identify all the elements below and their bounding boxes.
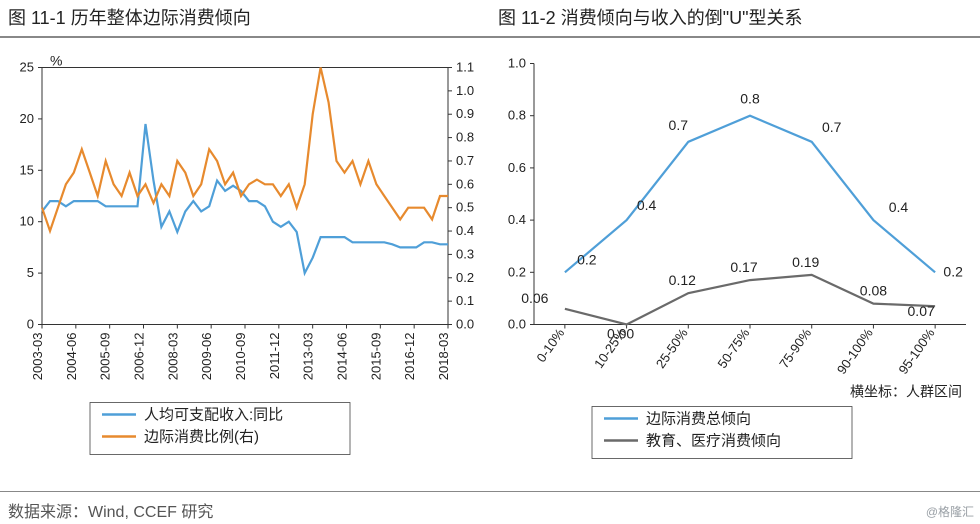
svg-text:1.0: 1.0 <box>508 56 526 71</box>
right-chart: 0.00.20.40.60.81.00-10%10-25%25-50%50-75… <box>490 37 980 491</box>
svg-text:0-10%: 0-10% <box>533 325 567 365</box>
svg-text:横坐标：人群区间: 横坐标：人群区间 <box>850 384 962 400</box>
svg-text:边际消费比例(右): 边际消费比例(右) <box>144 429 259 446</box>
svg-text:2010-09: 2010-09 <box>233 333 248 381</box>
left-panel: 图 11-1 历年整体边际消费倾向 0 5 10 15 20 25 0.0 0.1 0.2 0.3… <box>0 0 490 491</box>
svg-text:2008-03: 2008-03 <box>165 333 180 381</box>
svg-text:2006-12: 2006-12 <box>132 333 147 381</box>
svg-text:0.06: 0.06 <box>521 290 548 306</box>
right-plot: 0.00.20.40.60.81.00-10%10-25%25-50%50-75… <box>490 38 980 491</box>
svg-text:0.0: 0.0 <box>456 317 474 332</box>
svg-text:50-75%: 50-75% <box>714 325 752 371</box>
svg-text:边际消费总倾向: 边际消费总倾向 <box>646 411 751 428</box>
svg-text:0.19: 0.19 <box>792 254 819 270</box>
svg-text:2009-06: 2009-06 <box>199 333 214 381</box>
svg-text:0.4: 0.4 <box>456 223 474 238</box>
svg-text:0.7: 0.7 <box>456 153 474 168</box>
svg-text:人均可支配收入:同比: 人均可支配收入:同比 <box>144 407 283 424</box>
svg-text:0.2: 0.2 <box>508 264 526 279</box>
svg-text:2016-12: 2016-12 <box>402 333 417 381</box>
svg-text:25-50%: 25-50% <box>653 325 691 371</box>
svg-text:0.1: 0.1 <box>456 293 474 308</box>
svg-text:0.6: 0.6 <box>508 160 526 175</box>
svg-text:2005-09: 2005-09 <box>98 333 113 381</box>
svg-text:5: 5 <box>27 265 34 280</box>
svg-text:95-100%: 95-100% <box>895 325 937 377</box>
right-title: 图 11-2 消费倾向与收入的倒"U"型关系 <box>490 0 980 37</box>
svg-text:0.2: 0.2 <box>456 270 474 285</box>
svg-text:0: 0 <box>27 317 34 332</box>
source-footer: 数据来源：Wind, CCEF 研究 <box>0 491 980 524</box>
svg-text:2003-03: 2003-03 <box>30 333 45 381</box>
svg-text:20: 20 <box>20 111 34 126</box>
svg-text:0.7: 0.7 <box>822 119 842 135</box>
watermark: @格隆汇 <box>926 503 974 520</box>
svg-text:0.4: 0.4 <box>637 197 657 213</box>
right-panel: 图 11-2 消费倾向与收入的倒"U"型关系 0.0 0.2 0.4 0.6 0.8 1.… <box>490 0 980 491</box>
svg-text:教育、医疗消费倾向: 教育、医疗消费倾向 <box>646 433 781 450</box>
svg-text:0.8: 0.8 <box>740 91 760 107</box>
left-plot: 0 5 10 15 20 25 0.0 0.1 0.2 0.3 0.4 0.5 0.6 0.7 0.8 0.9… <box>0 38 490 491</box>
svg-text:1.0: 1.0 <box>456 83 474 98</box>
left-chart: 0 5 10 15 20 25 0.0 0.1 0.2 0.3 0.4 0.5 0.6 0.7 0.8 0.9… <box>0 37 490 491</box>
left-title: 图 11-1 历年整体边际消费倾向 <box>0 0 490 37</box>
svg-text:2015-09: 2015-09 <box>368 333 383 381</box>
svg-text:0.07: 0.07 <box>908 303 935 319</box>
svg-text:0.0: 0.0 <box>508 317 526 332</box>
svg-text:0.4: 0.4 <box>889 199 909 215</box>
svg-text:0.4: 0.4 <box>508 212 526 227</box>
svg-text:0.00: 0.00 <box>607 326 634 342</box>
svg-text:75-90%: 75-90% <box>776 325 814 371</box>
svg-text:0.2: 0.2 <box>577 251 597 267</box>
svg-text:2011-12: 2011-12 <box>267 333 282 380</box>
svg-text:0.17: 0.17 <box>730 259 757 275</box>
svg-text:%: % <box>50 53 62 69</box>
svg-text:2013-03: 2013-03 <box>301 333 316 381</box>
svg-text:0.2: 0.2 <box>943 263 963 279</box>
svg-text:0.12: 0.12 <box>669 272 696 288</box>
svg-text:0.7: 0.7 <box>669 117 689 133</box>
svg-text:0.8: 0.8 <box>456 130 474 145</box>
svg-text:2004-06: 2004-06 <box>64 333 79 381</box>
svg-text:0.08: 0.08 <box>860 283 887 299</box>
svg-text:0.8: 0.8 <box>508 108 526 123</box>
svg-text:90-100%: 90-100% <box>834 325 876 377</box>
svg-text:10: 10 <box>20 214 34 229</box>
svg-text:25: 25 <box>20 60 34 75</box>
svg-text:15: 15 <box>20 162 34 177</box>
svg-text:0.5: 0.5 <box>456 200 474 215</box>
svg-text:2014-06: 2014-06 <box>335 333 350 381</box>
svg-text:0.6: 0.6 <box>456 176 474 191</box>
svg-text:2018-03: 2018-03 <box>436 333 451 381</box>
svg-text:0.3: 0.3 <box>456 246 474 261</box>
svg-text:1.1: 1.1 <box>456 60 474 75</box>
svg-text:0.9: 0.9 <box>456 106 474 121</box>
